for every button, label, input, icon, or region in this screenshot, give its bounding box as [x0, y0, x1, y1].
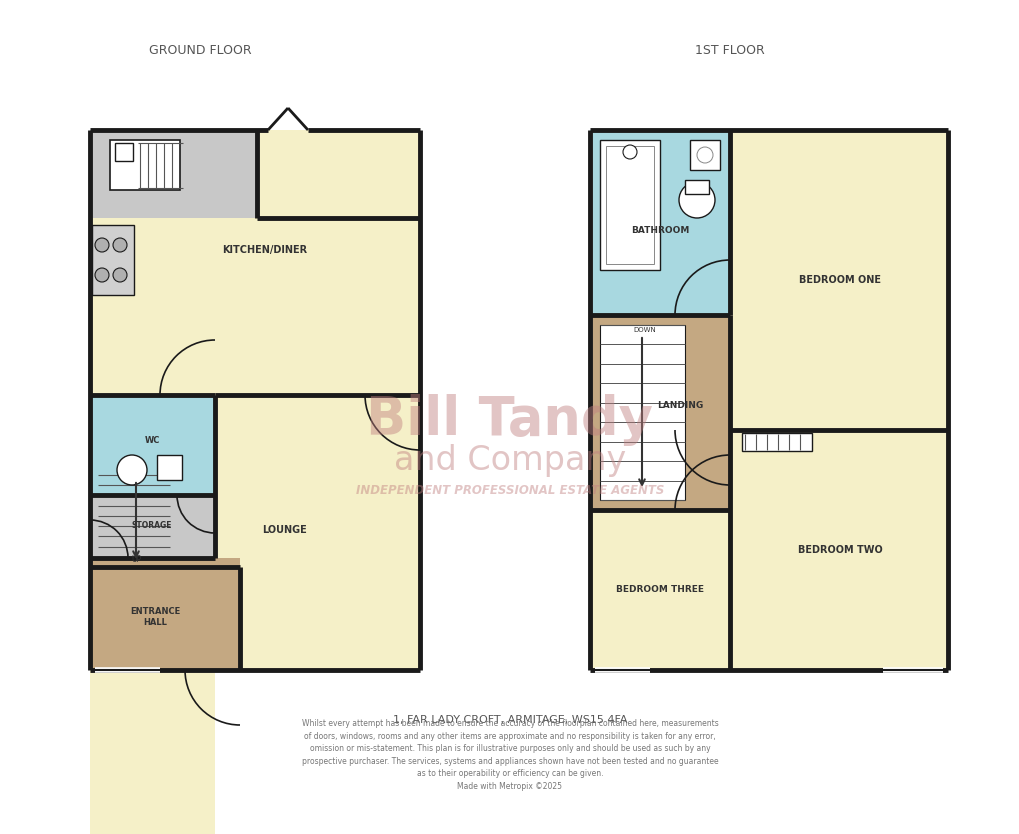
- Bar: [605, 146, 653, 264]
- Bar: [589, 510, 730, 670]
- Text: STORAGE: STORAGE: [131, 520, 172, 530]
- Text: BEDROOM ONE: BEDROOM ONE: [798, 275, 880, 285]
- Circle shape: [113, 268, 127, 282]
- Circle shape: [95, 268, 109, 282]
- Text: 1ST FLOOR: 1ST FLOOR: [694, 43, 764, 57]
- Circle shape: [623, 145, 637, 159]
- Bar: [741, 433, 811, 451]
- Bar: [215, 395, 420, 670]
- Text: and Company: and Company: [393, 444, 626, 476]
- Bar: [90, 558, 215, 567]
- Text: BATHROOM: BATHROOM: [630, 225, 689, 234]
- Text: GROUND FLOOR: GROUND FLOOR: [149, 43, 251, 57]
- Bar: [689, 140, 719, 170]
- Circle shape: [679, 182, 714, 218]
- Text: Whilst every attempt has been made to ensure the accuracy of the floorplan conta: Whilst every attempt has been made to en…: [302, 719, 717, 791]
- Circle shape: [117, 455, 147, 485]
- Text: WC: WC: [144, 435, 160, 445]
- Text: ENTRANCE
HALL: ENTRANCE HALL: [129, 607, 180, 627]
- Text: 1, FAR LADY CROFT, ARMITAGE, WS15 4FA: 1, FAR LADY CROFT, ARMITAGE, WS15 4FA: [392, 715, 627, 725]
- Text: BEDROOM THREE: BEDROOM THREE: [615, 585, 703, 595]
- Bar: [599, 325, 685, 500]
- Bar: [215, 395, 420, 670]
- Text: LOUNGE: LOUNGE: [262, 525, 307, 535]
- Bar: [157, 455, 181, 480]
- Text: BEDROOM TWO: BEDROOM TWO: [797, 545, 881, 555]
- Bar: [589, 130, 730, 315]
- Bar: [90, 395, 215, 495]
- Bar: [730, 130, 947, 670]
- Bar: [599, 140, 659, 270]
- Text: KITCHEN/DINER: KITCHEN/DINER: [222, 245, 308, 255]
- Circle shape: [696, 147, 712, 163]
- Text: INDEPENDENT PROFESSIONAL ESTATE AGENTS: INDEPENDENT PROFESSIONAL ESTATE AGENTS: [356, 484, 663, 496]
- Bar: [90, 558, 215, 834]
- Bar: [90, 558, 239, 670]
- Text: UP: UP: [130, 555, 141, 564]
- Circle shape: [113, 238, 127, 252]
- Bar: [589, 315, 730, 510]
- Bar: [90, 130, 420, 395]
- Bar: [92, 225, 133, 295]
- Bar: [115, 143, 132, 161]
- Bar: [90, 567, 239, 670]
- Bar: [90, 495, 215, 558]
- Text: Bill Tandy: Bill Tandy: [366, 394, 653, 446]
- Bar: [110, 140, 179, 190]
- Text: LANDING: LANDING: [656, 400, 702, 409]
- Text: DOWN: DOWN: [633, 327, 656, 333]
- Bar: [90, 130, 257, 218]
- Bar: [685, 180, 708, 194]
- Circle shape: [95, 238, 109, 252]
